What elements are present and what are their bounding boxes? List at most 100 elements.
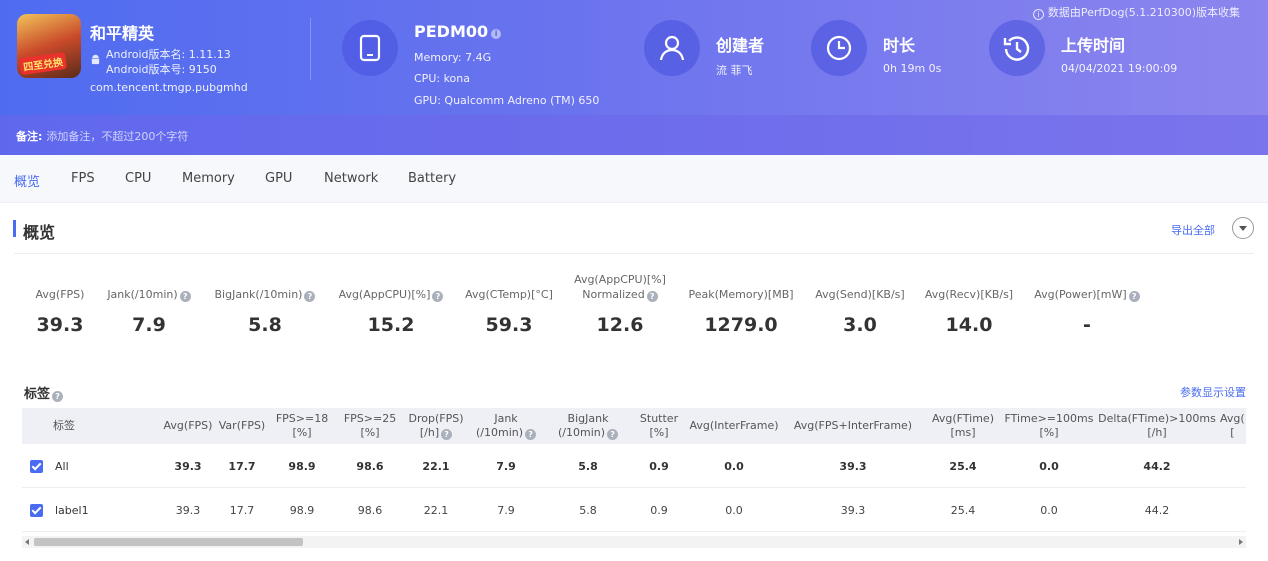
metric-peak-memory: Peak(Memory)[MB] 1279.0 bbox=[686, 287, 796, 336]
section-accent bbox=[13, 220, 16, 237]
metric-value: 12.6 bbox=[596, 314, 644, 336]
metric-value: 59.3 bbox=[485, 314, 533, 336]
col-var-fps: Var(FPS) bbox=[218, 419, 266, 432]
metric-value: 15.2 bbox=[367, 314, 415, 336]
upload-title: 上传时间 bbox=[1061, 36, 1126, 55]
device-memory: Memory: 7.4G bbox=[414, 51, 492, 64]
metric-value: 7.9 bbox=[132, 314, 166, 336]
tab-bar: 概览 FPS CPU Memory GPU Network Battery bbox=[0, 155, 1268, 203]
app-package: com.tencent.tmgp.pubgmhd bbox=[90, 81, 248, 94]
tab-battery[interactable]: Battery bbox=[408, 171, 457, 186]
col-fps18: FPS>=18 [%] bbox=[275, 412, 329, 439]
metric-avg-ctemp: Avg(CTemp)[°C] 59.3 bbox=[462, 287, 556, 336]
note-placeholder[interactable]: 添加备注，不超过200个字符 bbox=[46, 130, 189, 143]
upload-icon-circle bbox=[989, 20, 1045, 76]
upload-time: 04/04/2021 19:00:09 bbox=[1061, 62, 1178, 75]
metric-value: 3.0 bbox=[843, 314, 877, 336]
table-header: 标签 Avg(FPS) Var(FPS) FPS>=18 [%] FPS>=25[… bbox=[22, 408, 1246, 444]
row-label: label1 bbox=[55, 503, 89, 517]
device-icon-circle bbox=[342, 20, 398, 76]
tab-gpu[interactable]: GPU bbox=[265, 171, 293, 186]
tags-title: 标签? bbox=[24, 383, 64, 402]
scroll-left-icon[interactable] bbox=[25, 539, 29, 545]
col-avg-interframe: Avg(InterFrame) bbox=[689, 419, 779, 432]
row-checkbox[interactable] bbox=[30, 460, 43, 473]
device-model: PEDM00 i bbox=[414, 22, 502, 41]
creator-title: 创建者 bbox=[716, 36, 765, 55]
overview-card: 概览 导出全部 Avg(FPS) 39.3 Jank(/10min)? 7.9 … bbox=[0, 203, 1268, 561]
help-icon[interactable]: ? bbox=[179, 291, 191, 302]
info-icon: i bbox=[1032, 9, 1044, 20]
metric-avg-appcpu: Avg(AppCPU)[%]? 15.2 bbox=[336, 287, 446, 336]
help-icon[interactable]: ? bbox=[607, 429, 619, 440]
tablet-icon bbox=[359, 34, 381, 62]
help-icon[interactable]: ? bbox=[52, 391, 64, 402]
duration-value: 0h 19m 0s bbox=[883, 62, 942, 75]
help-icon[interactable]: ? bbox=[1128, 291, 1140, 302]
app-icon-badge: 四至兑换 bbox=[19, 51, 67, 76]
metric-value: 1279.0 bbox=[704, 314, 778, 336]
help-icon[interactable]: ? bbox=[432, 291, 444, 302]
tab-network[interactable]: Network bbox=[324, 171, 379, 186]
duration-title: 时长 bbox=[883, 36, 916, 55]
metric-jank: Jank(/10min)? 7.9 bbox=[103, 287, 195, 336]
creator-icon-circle bbox=[644, 20, 700, 76]
col-jank: Jank (/10min)? bbox=[474, 408, 538, 444]
user-icon bbox=[659, 35, 685, 61]
metric-bigjank: BigJank(/10min)? 5.8 bbox=[211, 287, 319, 336]
android-version-code: Android版本号: 9150 bbox=[106, 63, 217, 76]
col-bigjank: BigJank (/10min)? bbox=[554, 408, 622, 444]
row-label: All bbox=[55, 459, 69, 473]
tab-memory[interactable]: Memory bbox=[182, 171, 235, 186]
table-row: label1 39.3 17.7 98.9 98.6 22.1 7.9 5.8 … bbox=[22, 488, 1246, 532]
row-checkbox[interactable] bbox=[30, 504, 43, 517]
device-info-icon[interactable]: i bbox=[491, 29, 502, 39]
scroll-right-icon[interactable] bbox=[1239, 539, 1243, 545]
app-name: 和平精英 bbox=[90, 24, 155, 43]
tab-overview[interactable]: 概览 bbox=[14, 175, 41, 190]
divider bbox=[14, 253, 1254, 254]
header-divider bbox=[310, 18, 311, 80]
col-avg-ftime: Avg(FTime) [ms] bbox=[931, 412, 994, 439]
note-strip bbox=[0, 115, 1268, 155]
col-ftime100: FTime>=100ms [%] bbox=[1004, 412, 1094, 439]
help-icon[interactable]: ? bbox=[525, 429, 537, 440]
col-avg-fps: Avg(FPS) bbox=[163, 419, 213, 432]
tab-cpu[interactable]: CPU bbox=[125, 171, 152, 186]
export-all-button[interactable]: 导出全部 bbox=[1171, 224, 1215, 237]
app-icon: 四至兑换 bbox=[17, 14, 81, 78]
data-source-note: i 数据由PerfDog(5.1.210300)版本收集 bbox=[1032, 4, 1240, 20]
col-label: 标签 bbox=[53, 419, 75, 432]
note-label: 备注: bbox=[16, 130, 43, 143]
export-dropdown-button[interactable] bbox=[1232, 217, 1254, 239]
col-drop-fps: Drop(FPS) [/h]? bbox=[408, 412, 464, 440]
metric-avg-send: Avg(Send)[KB/s] 3.0 bbox=[812, 287, 908, 336]
help-icon[interactable]: ? bbox=[441, 429, 453, 440]
metric-value: 14.0 bbox=[945, 314, 993, 336]
col-delta-ftime: Delta(FTime)>100ms [/h] bbox=[1098, 412, 1216, 439]
history-icon bbox=[1003, 36, 1030, 61]
col-stutter: Stutter [%] bbox=[639, 412, 679, 439]
col-avg-truncated: Avg([ bbox=[1220, 412, 1245, 439]
metric-value: 5.8 bbox=[248, 314, 282, 336]
tab-fps[interactable]: FPS bbox=[71, 171, 95, 186]
report-header: i 数据由PerfDog(5.1.210300)版本收集 四至兑换 和平精英 An… bbox=[0, 0, 1268, 155]
param-settings-link[interactable]: 参数显示设置 bbox=[1180, 386, 1246, 399]
col-avg-fps-interframe: Avg(FPS+InterFrame) bbox=[793, 419, 913, 432]
table-row: All 39.3 17.7 98.9 98.6 22.1 7.9 5.8 0.9… bbox=[22, 444, 1246, 488]
help-icon[interactable]: ? bbox=[646, 291, 658, 302]
section-title: 概览 bbox=[23, 223, 56, 242]
metric-value: - bbox=[1083, 314, 1091, 336]
metric-avg-recv: Avg(Recv)[KB/s] 14.0 bbox=[922, 287, 1016, 336]
note-field[interactable]: 备注: 添加备注，不超过200个字符 bbox=[16, 128, 188, 144]
scrollbar-thumb[interactable] bbox=[34, 538, 303, 546]
duration-icon-circle bbox=[811, 20, 867, 76]
table-horizontal-scrollbar[interactable] bbox=[22, 536, 1246, 548]
col-fps25: FPS>=25 [%] bbox=[343, 412, 397, 439]
android-icon bbox=[91, 54, 100, 65]
device-gpu: GPU: Qualcomm Adreno (TM) 650 bbox=[414, 94, 600, 107]
metric-avg-power: Avg(Power)[mW]? - bbox=[1031, 287, 1143, 336]
help-icon[interactable]: ? bbox=[304, 291, 316, 302]
tags-table: 标签 Avg(FPS) Var(FPS) FPS>=18 [%] FPS>=25[… bbox=[22, 408, 1246, 534]
metric-avg-fps: Avg(FPS) 39.3 bbox=[25, 287, 95, 336]
